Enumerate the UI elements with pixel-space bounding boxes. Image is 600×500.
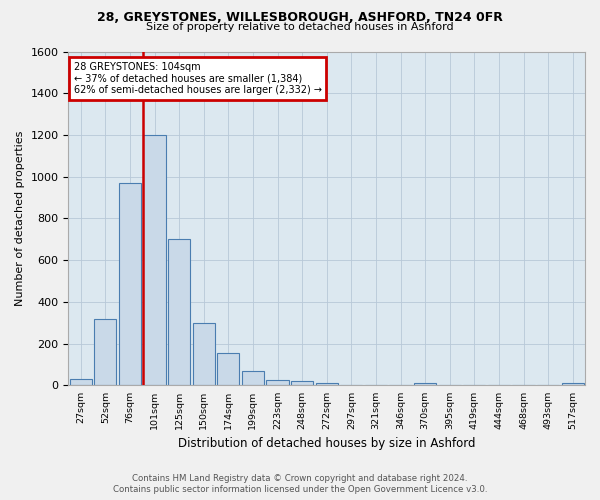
Bar <box>70 379 92 386</box>
Text: 28, GREYSTONES, WILLESBOROUGH, ASHFORD, TN24 0FR: 28, GREYSTONES, WILLESBOROUGH, ASHFORD, … <box>97 11 503 24</box>
Bar <box>414 383 436 386</box>
Bar <box>168 240 190 386</box>
Bar <box>316 383 338 386</box>
X-axis label: Distribution of detached houses by size in Ashford: Distribution of detached houses by size … <box>178 437 475 450</box>
Bar <box>94 318 116 386</box>
Text: Size of property relative to detached houses in Ashford: Size of property relative to detached ho… <box>146 22 454 32</box>
Bar <box>291 382 313 386</box>
Bar <box>562 383 584 386</box>
Bar <box>119 183 141 386</box>
Bar <box>217 353 239 386</box>
Bar <box>143 135 166 386</box>
Bar <box>193 323 215 386</box>
Text: 28 GREYSTONES: 104sqm
← 37% of detached houses are smaller (1,384)
62% of semi-d: 28 GREYSTONES: 104sqm ← 37% of detached … <box>74 62 322 94</box>
Text: Contains HM Land Registry data © Crown copyright and database right 2024.
Contai: Contains HM Land Registry data © Crown c… <box>113 474 487 494</box>
Bar <box>266 380 289 386</box>
Bar <box>242 371 264 386</box>
Y-axis label: Number of detached properties: Number of detached properties <box>15 131 25 306</box>
